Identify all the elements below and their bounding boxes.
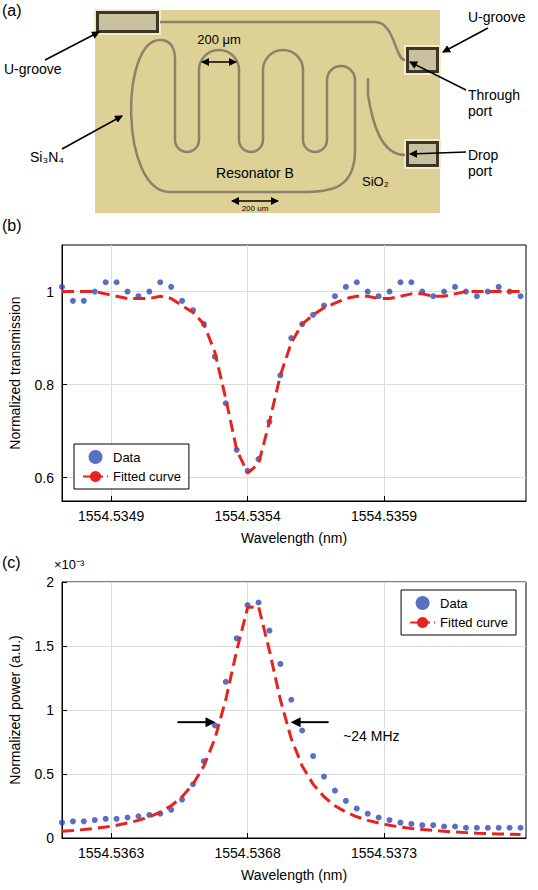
svg-text:0.8: 0.8 <box>35 377 55 393</box>
svg-text:Data: Data <box>440 596 468 611</box>
svg-text:U-groove: U-groove <box>4 61 62 77</box>
svg-text:1.5: 1.5 <box>35 638 55 654</box>
svg-text:1554.5373: 1554.5373 <box>351 845 417 861</box>
svg-text:Drop: Drop <box>468 147 499 163</box>
svg-text:SiO₂: SiO₂ <box>362 174 389 189</box>
svg-text:port: port <box>468 103 492 119</box>
svg-text:1554.5354: 1554.5354 <box>215 508 281 524</box>
svg-text:Fitted curve: Fitted curve <box>113 469 181 484</box>
svg-text:(b): (b) <box>2 217 22 234</box>
svg-text:~24 MHz: ~24 MHz <box>343 728 399 744</box>
svg-text:Resonator B: Resonator B <box>216 165 294 181</box>
svg-text:U-groove: U-groove <box>468 9 526 25</box>
svg-text:Wavelength (nm): Wavelength (nm) <box>241 867 347 883</box>
svg-text:0: 0 <box>46 830 54 846</box>
svg-text:1554.5349: 1554.5349 <box>78 508 144 524</box>
svg-text:1: 1 <box>46 284 54 300</box>
svg-text:200 um: 200 um <box>242 204 269 213</box>
svg-text:1554.5363: 1554.5363 <box>78 845 144 861</box>
svg-text:Normalized power (a.u.): Normalized power (a.u.) <box>7 635 23 784</box>
svg-text:Wavelength (nm): Wavelength (nm) <box>241 530 347 546</box>
svg-text:1: 1 <box>46 702 54 718</box>
svg-text:200 μm: 200 μm <box>197 32 241 47</box>
svg-text:Data: Data <box>113 450 141 465</box>
svg-text:2: 2 <box>46 574 54 590</box>
svg-text:Through: Through <box>468 87 520 103</box>
svg-text:1554.5359: 1554.5359 <box>351 508 417 524</box>
svg-text:1554.5368: 1554.5368 <box>215 845 281 861</box>
svg-text:0.6: 0.6 <box>35 470 55 486</box>
svg-text:Fitted curve: Fitted curve <box>440 615 508 630</box>
svg-text:Normalized transmission: Normalized transmission <box>7 296 23 449</box>
svg-text:0.5: 0.5 <box>35 766 55 782</box>
svg-text:Si₃N₄: Si₃N₄ <box>30 149 64 165</box>
svg-text:(a): (a) <box>2 2 22 19</box>
svg-text:port: port <box>468 163 492 179</box>
svg-text:×10⁻³: ×10⁻³ <box>54 557 85 572</box>
svg-text:(c): (c) <box>2 554 21 571</box>
